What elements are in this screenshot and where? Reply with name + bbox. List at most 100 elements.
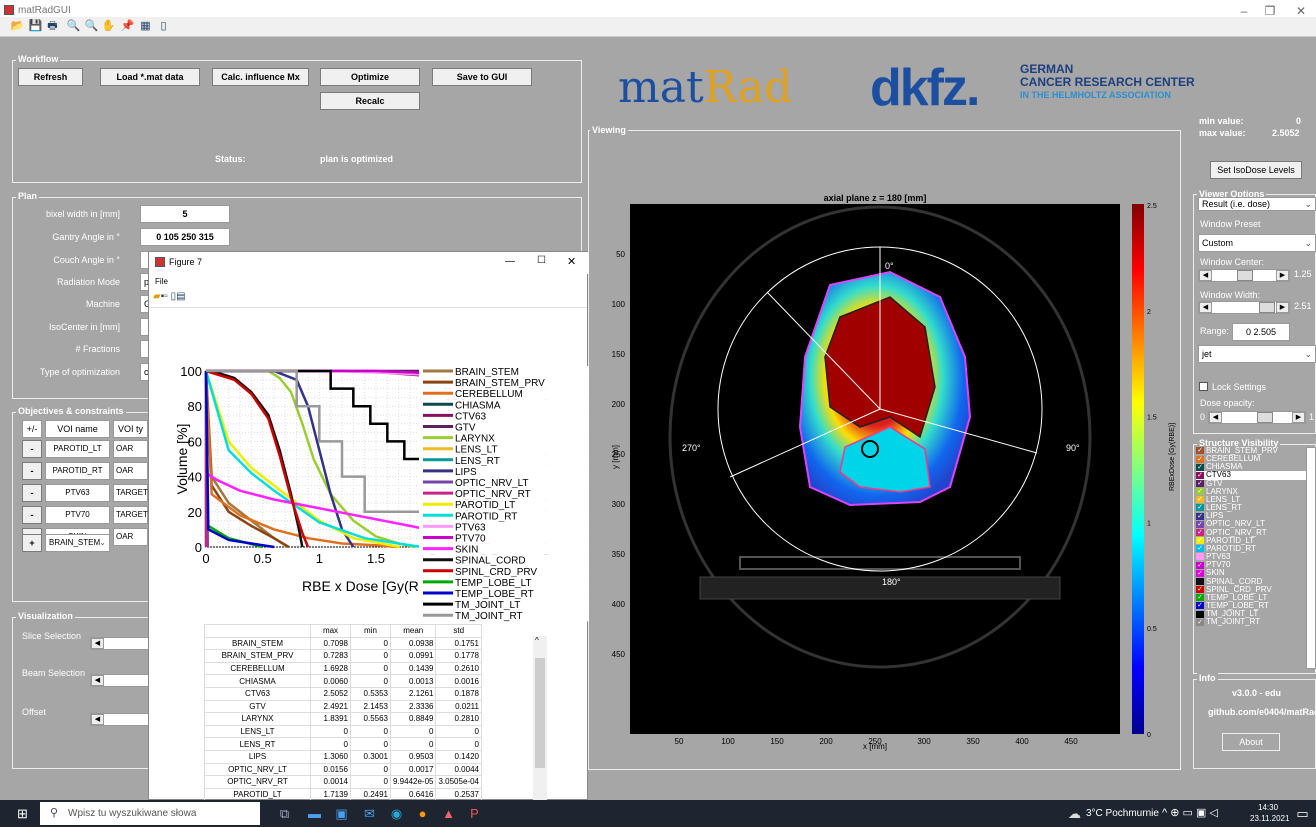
restore-button[interactable]: ❐ bbox=[1264, 4, 1276, 18]
objective-voi-name[interactable]: PTV70 bbox=[45, 506, 110, 524]
window-center-slider[interactable]: ◀ ▶ bbox=[1198, 269, 1290, 282]
visibility-checkbox[interactable] bbox=[1196, 553, 1204, 561]
edge-icon[interactable]: ◉ bbox=[390, 806, 403, 821]
structure-item[interactable]: ✓ TM_JOINT_RT bbox=[1196, 618, 1306, 626]
objective-voi-name[interactable]: PAROTID_LT bbox=[45, 440, 110, 458]
slider-right-arrow-icon[interactable]: ▶ bbox=[1292, 412, 1305, 423]
slice-selection-slider[interactable]: ◀ bbox=[90, 637, 150, 650]
slider-left-arrow-icon[interactable]: ◀ bbox=[1209, 412, 1222, 423]
lock-settings-checkbox[interactable] bbox=[1199, 382, 1208, 391]
powerpoint-icon[interactable]: P bbox=[470, 806, 479, 821]
browser-icon[interactable]: ▬ bbox=[308, 806, 321, 821]
structure-scrollbar[interactable] bbox=[1306, 447, 1316, 669]
calc-influence-button[interactable]: Calc. influence Mx bbox=[212, 68, 309, 86]
structure-item[interactable]: ✓ LIPS bbox=[1196, 512, 1306, 520]
structure-item[interactable]: ✓ OPTIC_NRV_RT bbox=[1196, 528, 1306, 537]
save-icon[interactable]: ▪ bbox=[160, 291, 165, 302]
visibility-checkbox[interactable] bbox=[1196, 577, 1204, 585]
slider-left-arrow-icon[interactable]: ◀ bbox=[91, 675, 104, 686]
visibility-checkbox[interactable]: ✓ bbox=[1196, 496, 1204, 504]
structure-list[interactable]: ✓ BRAIN_STEM_PRV ✓ CEREBELLUM ✓ CHIASMA ✓ CTV63… bbox=[1196, 447, 1306, 669]
github-link[interactable]: github.com/e0404/matRad bbox=[1208, 707, 1316, 717]
structure-item[interactable]: ✓ LENS_RT bbox=[1196, 504, 1306, 512]
structure-item[interactable]: PTV63 bbox=[1196, 552, 1306, 561]
structure-item[interactable]: ✓ GTV bbox=[1196, 479, 1306, 488]
gantry-angle-field[interactable]: 0 105 250 315 bbox=[140, 228, 230, 246]
close-button[interactable]: ✕ bbox=[1295, 4, 1307, 18]
save-to-gui-button[interactable]: Save to GUI bbox=[432, 68, 532, 86]
remove-objective-button[interactable]: - bbox=[22, 506, 42, 524]
structure-item[interactable]: ✓ CEREBELLUM bbox=[1196, 455, 1306, 463]
visibility-checkbox[interactable]: ✓ bbox=[1196, 471, 1204, 479]
remove-objective-button[interactable]: - bbox=[22, 462, 42, 480]
objective-voi-type[interactable]: TARGET bbox=[113, 484, 148, 502]
offset-slider[interactable]: ◀ bbox=[90, 713, 150, 726]
visibility-checkbox[interactable] bbox=[1196, 610, 1204, 618]
legend-icon[interactable]: ▤ bbox=[176, 291, 186, 302]
slider-right-arrow-icon[interactable]: ▶ bbox=[1276, 270, 1289, 281]
task-view-icon[interactable]: ⧉ bbox=[279, 806, 290, 821]
visibility-checkbox[interactable]: ✓ bbox=[1196, 602, 1204, 610]
display-type-dropdown[interactable]: Result (i.e. dose) ⌄ bbox=[1198, 197, 1316, 211]
visibility-checkbox[interactable]: ✓ bbox=[1196, 488, 1204, 496]
visibility-checkbox[interactable]: ✓ bbox=[1196, 455, 1204, 463]
structure-item[interactable]: ✓ CHIASMA bbox=[1196, 463, 1306, 471]
objective-voi-type[interactable]: OAR bbox=[113, 462, 148, 480]
structure-item[interactable]: ✓ PTV70 bbox=[1196, 561, 1306, 569]
stats-table-container[interactable]: max min mean std BRAIN_STEM 0.7098 0 0.0938 0.17… bbox=[204, 624, 549, 800]
about-button[interactable]: About bbox=[1222, 733, 1280, 751]
slider-thumb[interactable] bbox=[1259, 302, 1275, 313]
zoom-out-icon[interactable]: 🔍 bbox=[84, 20, 99, 32]
open-icon[interactable]: ▰ bbox=[153, 291, 161, 302]
optimize-button[interactable]: Optimize bbox=[320, 68, 420, 86]
visibility-checkbox[interactable]: ✓ bbox=[1196, 447, 1204, 455]
add-objective-button[interactable]: + bbox=[22, 534, 42, 552]
structure-item[interactable]: ✓ PAROTID_RT bbox=[1196, 544, 1306, 553]
visibility-checkbox[interactable]: ✓ bbox=[1196, 545, 1204, 553]
remove-objective-button[interactable]: - bbox=[22, 484, 42, 502]
slider-left-arrow-icon[interactable]: ◀ bbox=[1199, 270, 1212, 281]
bixel-width-field[interactable]: 5 bbox=[140, 205, 230, 223]
structure-item[interactable]: SPINAL_CORD bbox=[1196, 577, 1306, 586]
visibility-checkbox[interactable]: ✓ bbox=[1196, 520, 1204, 528]
colorbar-icon[interactable]: ▯ bbox=[170, 291, 177, 302]
structure-item[interactable]: ✓ PAROTID_LT bbox=[1196, 536, 1306, 545]
visibility-checkbox[interactable]: ✓ bbox=[1196, 618, 1204, 626]
range-field[interactable]: 0 2.505 bbox=[1232, 323, 1290, 341]
slider-right-arrow-icon[interactable]: ▶ bbox=[1276, 302, 1289, 313]
tray-icons[interactable]: ^ ⊕ ▭ ▣ ◁ bbox=[1162, 807, 1218, 819]
store-icon[interactable]: ▣ bbox=[335, 806, 348, 821]
visibility-checkbox[interactable]: ✓ bbox=[1196, 586, 1204, 594]
slider-thumb[interactable] bbox=[1257, 412, 1273, 423]
zoom-in-icon[interactable]: 🔍 bbox=[66, 20, 81, 32]
recalc-button[interactable]: Recalc bbox=[320, 92, 420, 110]
colormap-dropdown[interactable]: jet ⌄ bbox=[1198, 345, 1316, 363]
structure-item[interactable]: ✓ CTV63 bbox=[1196, 471, 1306, 480]
load-mat-button[interactable]: Load *.mat data bbox=[100, 68, 200, 86]
print-icon[interactable]: 🖶 bbox=[47, 20, 58, 32]
visibility-checkbox[interactable]: ✓ bbox=[1196, 480, 1204, 488]
visibility-checkbox[interactable]: ✓ bbox=[1196, 463, 1204, 471]
slider-thumb[interactable] bbox=[1237, 270, 1253, 281]
save-icon[interactable]: 💾 bbox=[28, 20, 43, 32]
slider-left-arrow-icon[interactable]: ◀ bbox=[1199, 302, 1212, 313]
structure-item[interactable]: ✓ SKIN bbox=[1196, 569, 1306, 577]
refresh-button[interactable]: Refresh bbox=[18, 68, 83, 86]
visibility-checkbox[interactable]: ✓ bbox=[1196, 528, 1204, 536]
scroll-up-icon[interactable]: ^ bbox=[535, 636, 539, 645]
data-cursor-icon[interactable]: 📌 bbox=[120, 20, 135, 32]
notification-icon[interactable]: ▭ bbox=[1296, 806, 1309, 821]
figure-menu-file[interactable]: File bbox=[155, 277, 168, 286]
structure-item[interactable]: ✓ OPTIC_NRV_LT bbox=[1196, 520, 1306, 528]
open-file-icon[interactable]: 📂 bbox=[10, 20, 25, 32]
figure-maximize-button[interactable]: ☐ bbox=[537, 255, 546, 266]
minimize-button[interactable]: – bbox=[1240, 4, 1248, 18]
figure-minimize-button[interactable]: — bbox=[505, 256, 515, 267]
dose-opacity-slider[interactable]: ◀ ▶ bbox=[1208, 411, 1306, 424]
dose-view-axes[interactable]: 0° 90° 180° 270° axial plane z = 180 [mm… bbox=[590, 187, 1180, 757]
structure-item[interactable]: ✓ BRAIN_STEM_PRV bbox=[1196, 447, 1306, 455]
window-preset-dropdown[interactable]: Custom ⌄ bbox=[1198, 234, 1316, 252]
structure-item[interactable]: TM_JOINT_LT bbox=[1196, 610, 1306, 618]
objective-voi-name[interactable]: PTV63 bbox=[45, 484, 110, 502]
